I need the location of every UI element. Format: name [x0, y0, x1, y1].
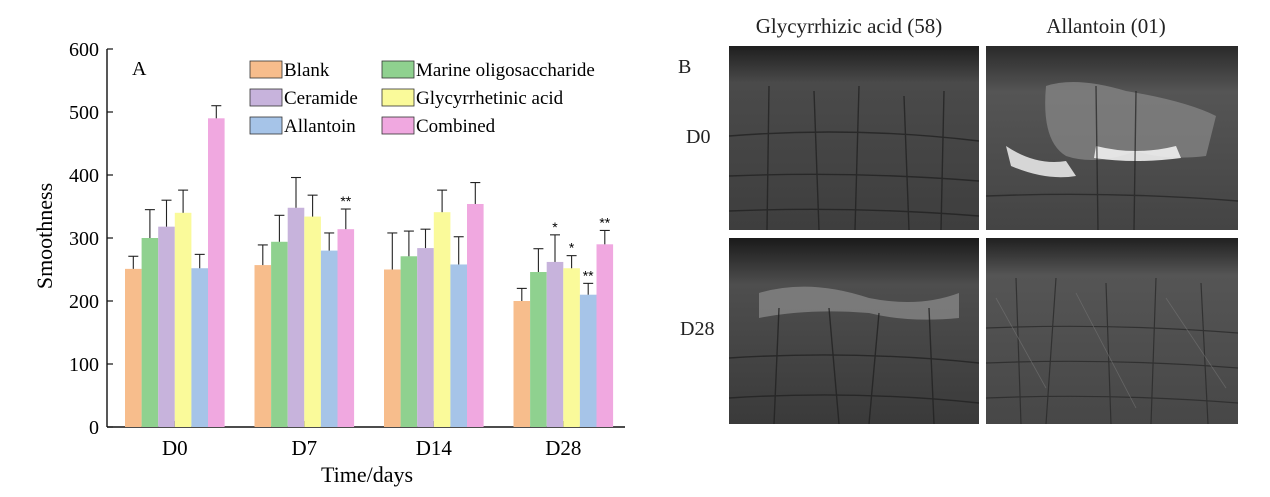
- bar: [450, 264, 467, 427]
- significance-mark: **: [599, 214, 610, 230]
- bar: [174, 212, 192, 427]
- panel-label-b: B: [678, 56, 692, 78]
- x-tick-label: D7: [291, 436, 317, 460]
- row-label-d28: D28: [680, 318, 715, 340]
- significance-mark: *: [552, 219, 558, 235]
- bar: [125, 268, 142, 427]
- y-tick-label: 300: [69, 228, 99, 250]
- y-tick-label: 600: [69, 39, 99, 61]
- bar: [320, 250, 338, 427]
- skin-image-glycyrrhizic-d28: [729, 238, 979, 424]
- chart-bars: ********: [125, 105, 614, 428]
- y-tick-label: 500: [69, 102, 99, 124]
- bar: [546, 261, 564, 427]
- significance-mark: **: [583, 267, 594, 283]
- legend-label: Blank: [284, 60, 330, 81]
- legend-label: Allantoin: [284, 116, 356, 137]
- legend-swatch: [249, 116, 283, 135]
- bar: [141, 238, 159, 427]
- skin-image-glycyrrhizic-d0: [729, 46, 979, 230]
- bar: [433, 212, 451, 427]
- legend-label: Ceramide: [284, 88, 358, 109]
- bar: [208, 118, 225, 428]
- column-title-glycyrrhizic: Glycyrrhizic acid (58): [755, 14, 943, 38]
- significance-mark: *: [569, 240, 575, 256]
- skin-image-allantoin-d28: [986, 238, 1238, 424]
- bar: [287, 207, 305, 427]
- bar: [254, 265, 272, 427]
- legend-swatch: [249, 60, 283, 79]
- legend-label: Combined: [416, 116, 496, 137]
- bar: [191, 268, 208, 427]
- bar: [513, 301, 531, 427]
- panel-b: B Glycyrrhizic acid (58) Allantoin (01) …: [668, 0, 1270, 497]
- legend-swatch: [249, 88, 283, 107]
- bar: [563, 268, 580, 427]
- column-title-allantoin: Allantoin (01): [1046, 14, 1166, 38]
- row-label-d0: D0: [686, 126, 711, 148]
- x-axis-label: Time/days: [321, 462, 413, 487]
- bar: [596, 244, 614, 427]
- x-tick-label: D14: [416, 436, 453, 460]
- bar: [271, 241, 288, 427]
- skin-image-allantoin-d0: [986, 46, 1238, 230]
- legend-swatch: [381, 60, 415, 79]
- legend-swatch: [381, 116, 415, 135]
- bar: [304, 216, 321, 427]
- x-tick-label: D28: [545, 436, 581, 460]
- legend-label: Marine oligosaccharide: [416, 60, 595, 81]
- y-tick-label: 100: [69, 354, 99, 376]
- y-tick-label: 0: [89, 417, 99, 439]
- bar: [337, 229, 355, 427]
- significance-mark: **: [340, 193, 351, 209]
- bar: [384, 269, 401, 427]
- panel-label-a: A: [132, 58, 147, 80]
- bar: [417, 248, 434, 427]
- bar: [158, 226, 175, 427]
- legend-label: Glycyrrhetinic acid: [416, 88, 564, 109]
- y-tick-label: 400: [69, 165, 99, 187]
- x-tick-label: D0: [162, 436, 188, 460]
- y-axis-label: Smoothness: [32, 183, 57, 289]
- legend-swatch: [381, 88, 415, 107]
- y-tick-label: 200: [69, 291, 99, 313]
- bar: [467, 203, 484, 427]
- bar: [579, 294, 597, 427]
- bar: [530, 272, 547, 427]
- bar: [400, 256, 418, 427]
- chart-legend: Blank Marine oligosaccharide Ceramide Glycy…: [249, 60, 595, 137]
